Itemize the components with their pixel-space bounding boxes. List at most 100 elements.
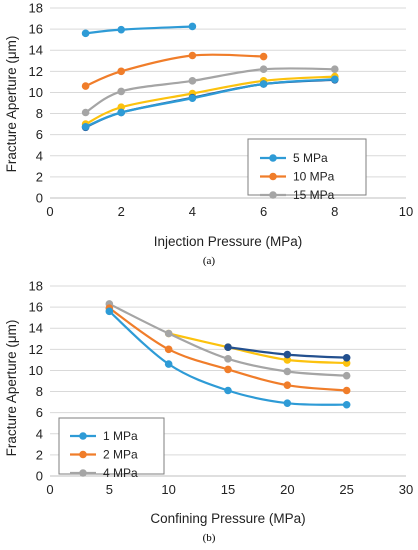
y-tick-label: 6 xyxy=(36,405,43,420)
data-point xyxy=(117,87,125,96)
y-tick-label: 6 xyxy=(36,127,43,142)
legend-label: 1 MPa xyxy=(103,429,138,443)
y-tick-label: 12 xyxy=(29,342,43,357)
data-point xyxy=(342,359,351,367)
legend-box-a xyxy=(247,138,367,196)
legend-swatch-marker xyxy=(269,154,277,162)
series-line xyxy=(84,78,336,129)
data-point xyxy=(81,122,90,131)
x-axis-label-a: Injection Pressure (MPa) xyxy=(154,234,303,249)
y-axis-label-b: Fracture Aperture (μm) xyxy=(4,320,19,457)
data-point xyxy=(342,371,351,380)
legend-swatch-marker xyxy=(269,191,277,199)
y-tick-label: 4 xyxy=(36,148,43,163)
data-point xyxy=(283,399,292,407)
y-tick-label: 16 xyxy=(29,22,43,37)
data-point xyxy=(164,345,173,354)
data-point xyxy=(283,381,292,390)
data-point xyxy=(117,103,125,112)
x-tick-labels-a: 0 2 4 6 8 10 xyxy=(46,204,413,219)
legend-a: 5 MPa 10 MPa 15 MPa xyxy=(247,138,367,202)
legend-swatch-marker xyxy=(79,469,87,477)
x-tick-label: 6 xyxy=(260,204,267,219)
legend-b: 1 MPa 2 MPa 4 MPa xyxy=(58,417,165,480)
y-tick-label: 4 xyxy=(36,426,43,441)
y-tick-label: 14 xyxy=(29,321,43,336)
series-5-mpa xyxy=(81,22,197,38)
chart-panel-a: 0 2 4 6 8 10 12 14 16 18 0 2 4 6 8 10 Fracture Apertur… xyxy=(4,1,413,268)
series-group-b xyxy=(105,300,351,409)
series-10-mpa xyxy=(81,51,268,90)
legend-item: 1 MPa xyxy=(70,429,138,443)
series-yellow xyxy=(164,329,351,367)
data-point xyxy=(342,400,351,409)
y-tick-label: 8 xyxy=(36,384,43,399)
data-point xyxy=(224,365,232,374)
legend-swatch-marker xyxy=(79,450,87,459)
x-tick-label: 5 xyxy=(106,482,113,497)
y-tick-label: 14 xyxy=(29,43,43,58)
data-point xyxy=(81,82,90,90)
data-point xyxy=(224,355,232,363)
data-point xyxy=(224,386,232,395)
data-point xyxy=(283,356,292,364)
legend-label: 2 MPa xyxy=(103,448,138,462)
series-line xyxy=(84,25,194,35)
legend-label: 5 MPa xyxy=(293,151,328,165)
legend-label: 15 MPa xyxy=(293,188,335,202)
legend-items-b: 1 MPa 2 MPa 4 MPa xyxy=(70,429,138,480)
legend-item: 4 MPa xyxy=(70,466,138,480)
data-point xyxy=(342,386,351,395)
x-tick-label: 0 xyxy=(46,204,53,219)
data-point xyxy=(188,94,197,103)
series-group-a xyxy=(81,22,339,132)
y-tick-label: 10 xyxy=(29,85,43,100)
series-15-mpa xyxy=(81,65,339,117)
data-point xyxy=(81,29,90,38)
x-tick-label: 8 xyxy=(331,204,338,219)
y-tick-label: 12 xyxy=(29,64,43,79)
x-tick-label: 25 xyxy=(339,482,353,497)
y-tick-label: 8 xyxy=(36,106,43,121)
data-point xyxy=(117,25,125,34)
legend-item: 15 MPa xyxy=(260,188,335,202)
legend-label: 4 MPa xyxy=(103,466,138,480)
x-tick-label: 10 xyxy=(161,482,175,497)
legend-box-b xyxy=(58,417,165,475)
series-darkblue xyxy=(224,343,351,362)
x-tick-labels-b: 0 5 10 15 20 25 30 xyxy=(46,482,413,497)
x-axis-label-b: Confining Pressure (MPa) xyxy=(150,511,305,526)
y-tick-label: 18 xyxy=(29,279,43,294)
series-line xyxy=(167,332,348,365)
data-point xyxy=(105,307,114,316)
data-point xyxy=(117,108,125,117)
data-point xyxy=(188,51,197,60)
series-blue xyxy=(81,75,339,131)
grid-lines-a xyxy=(50,7,406,178)
data-point xyxy=(117,67,125,76)
x-tick-label: 4 xyxy=(189,204,196,219)
x-tick-label: 30 xyxy=(399,482,413,497)
y-tick-label: 10 xyxy=(29,363,43,378)
legend-items-a: 5 MPa 10 MPa 15 MPa xyxy=(260,151,335,202)
legend-swatch-marker xyxy=(79,432,87,440)
data-point xyxy=(259,80,268,88)
y-tick-label: 0 xyxy=(36,469,43,484)
x-tick-label: 0 xyxy=(46,482,53,497)
legend-item: 2 MPa xyxy=(70,448,138,462)
y-tick-label: 18 xyxy=(29,1,43,16)
data-point xyxy=(259,52,268,61)
x-tick-label: 10 xyxy=(399,204,413,219)
data-point xyxy=(224,343,232,352)
y-tick-labels-a: 0 2 4 6 8 10 12 14 16 18 xyxy=(29,1,43,206)
legend-item: 5 MPa xyxy=(260,151,328,165)
legend-item: 10 MPa xyxy=(260,170,335,184)
data-point xyxy=(331,65,339,74)
y-tick-label: 2 xyxy=(36,169,43,184)
legend-swatch-marker xyxy=(269,172,277,181)
chart-panel-b: 0 2 4 6 8 10 12 14 16 18 0 5 10 15 20 25 30 Fracture Ap… xyxy=(4,279,413,545)
data-point xyxy=(164,329,173,338)
data-point xyxy=(331,75,339,84)
x-tick-label: 15 xyxy=(221,482,235,497)
